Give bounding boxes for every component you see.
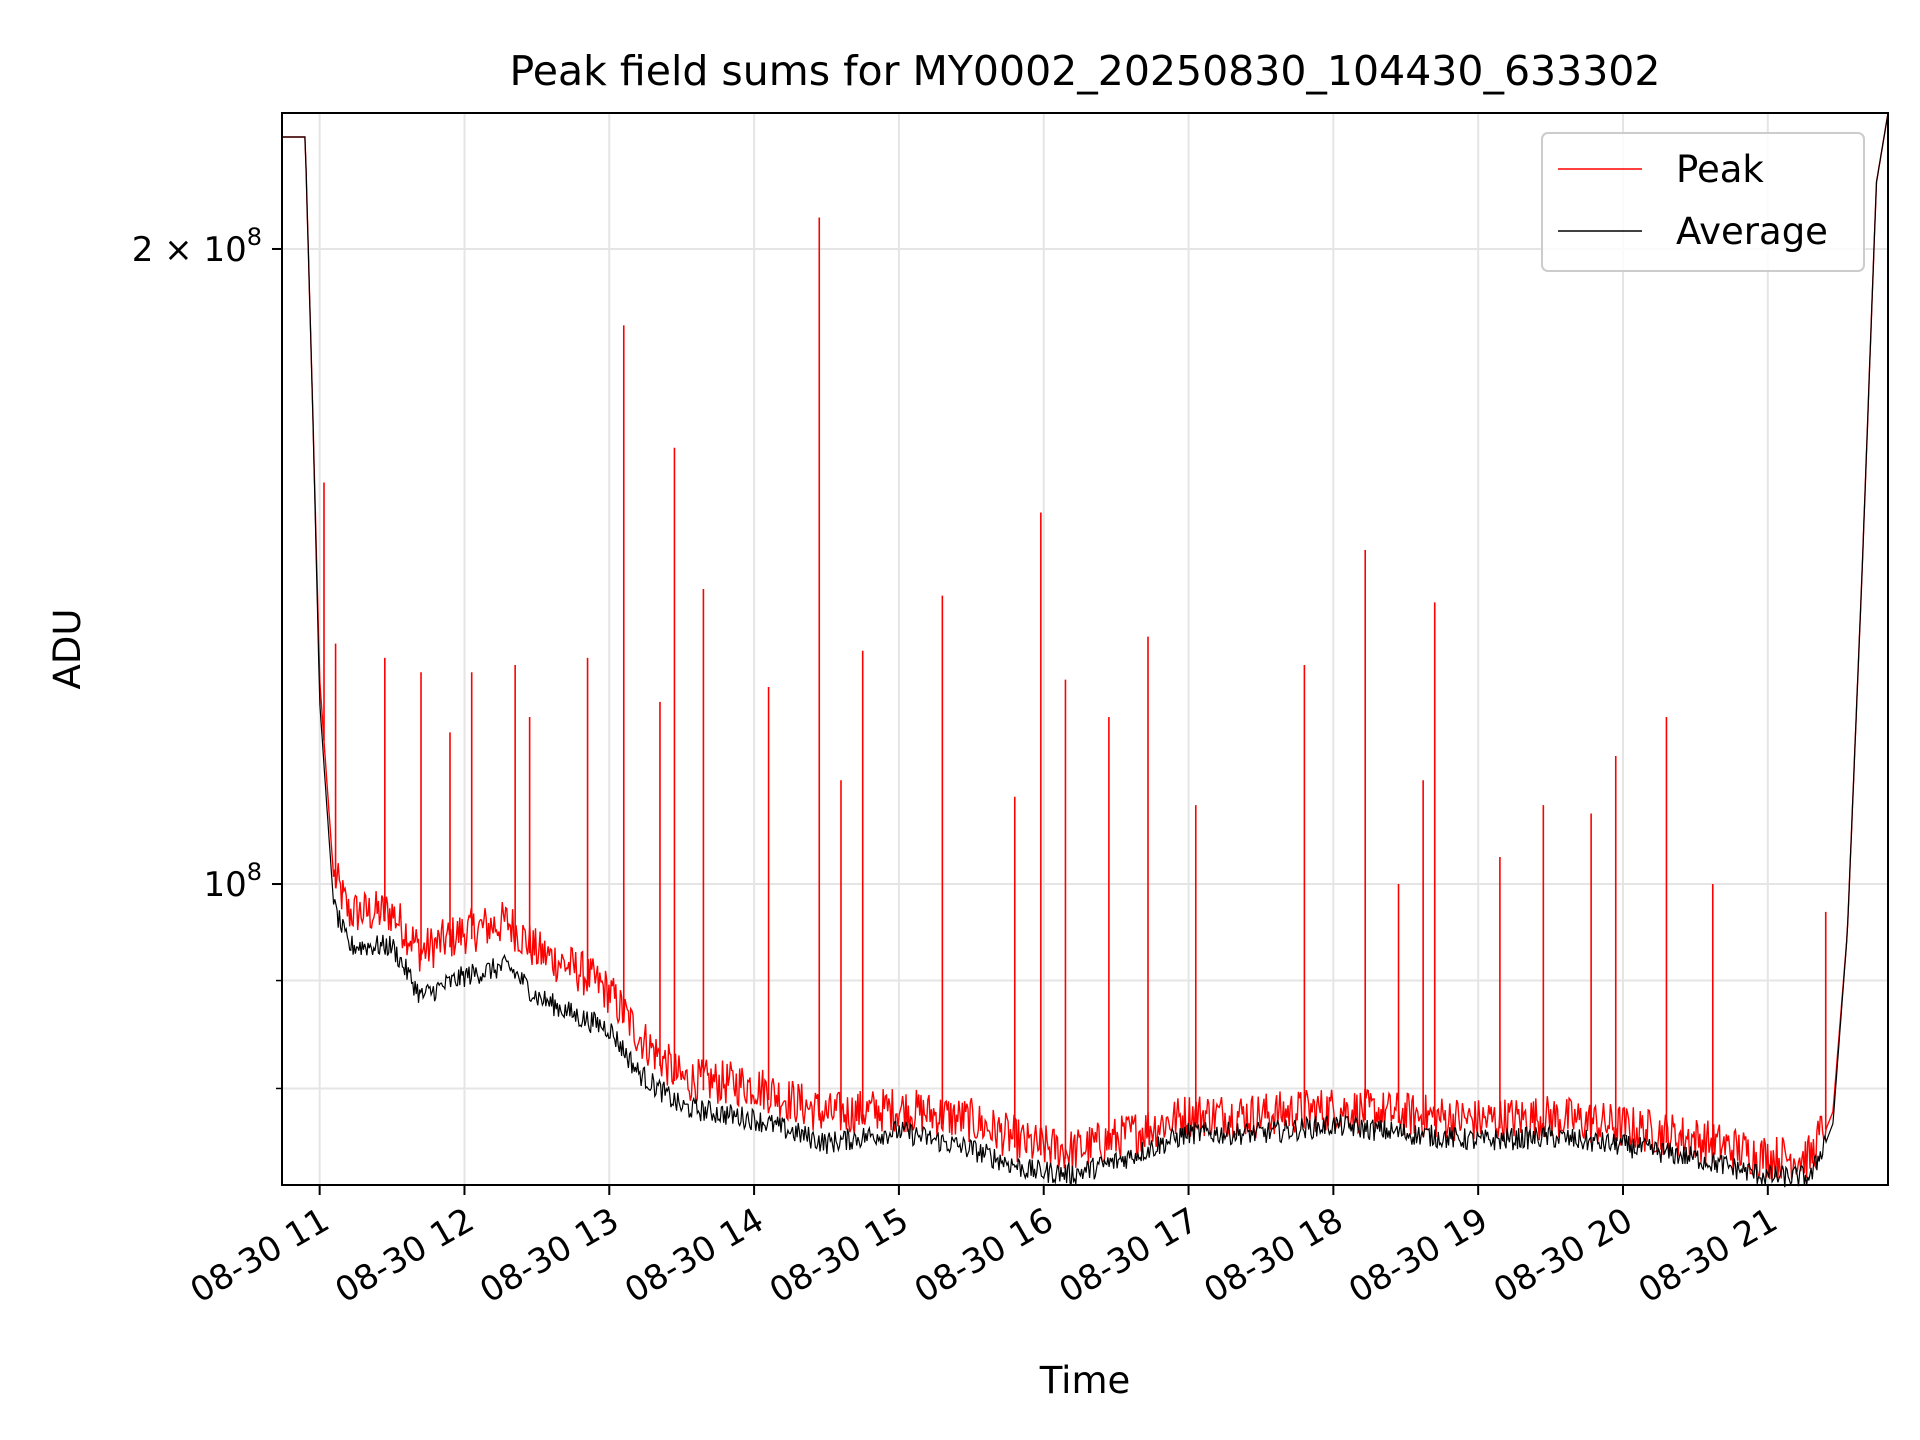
series-average: [282, 112, 1889, 1188]
legend-label-average: Average: [1676, 210, 1828, 253]
series-layer: [282, 112, 1889, 1188]
plot-background: [282, 113, 1888, 1185]
grid: [282, 113, 1888, 1185]
legend: Peak Average: [1541, 132, 1865, 272]
series-peak: [282, 112, 1889, 1180]
x-axis-label: Time: [1039, 1359, 1131, 1402]
chart-title: Peak field sums for MY0002_20250830_1044…: [510, 47, 1661, 95]
y-axis-label: ADU: [46, 609, 89, 690]
y-tick-label: 2 × 108: [132, 223, 262, 270]
legend-label-peak: Peak: [1676, 148, 1764, 191]
plot-frame: [281, 112, 1889, 1186]
series-line-average: [282, 112, 1889, 1188]
legend-box: [1541, 132, 1865, 272]
y-tick-label: 108: [203, 858, 262, 905]
series-line-peak: [282, 112, 1889, 1180]
